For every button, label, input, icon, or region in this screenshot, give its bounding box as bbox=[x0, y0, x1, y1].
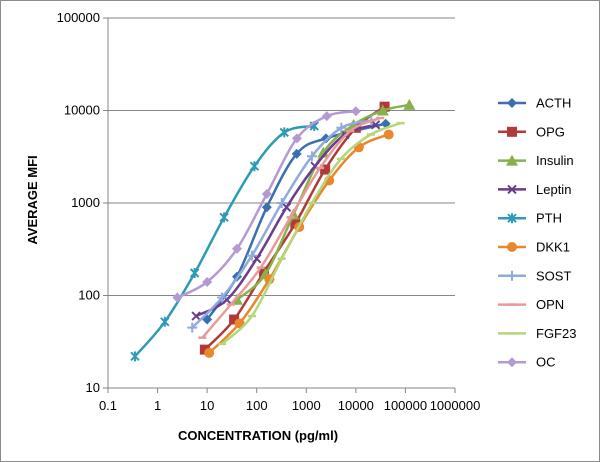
data-point-oc bbox=[202, 276, 213, 287]
x-tick-label: 1000 bbox=[292, 398, 321, 413]
legend-label: OPN bbox=[536, 297, 564, 312]
data-point-acth bbox=[321, 133, 332, 144]
y-tick-label: 100 bbox=[78, 288, 100, 303]
legend-swatch-marker bbox=[507, 242, 517, 252]
data-point-insulin bbox=[376, 104, 389, 116]
x-tick-label: 10000 bbox=[338, 398, 374, 413]
legend-item-pth: PTH bbox=[498, 211, 562, 226]
legend-label: FGF23 bbox=[536, 326, 576, 341]
data-point-insulin bbox=[403, 98, 416, 110]
data-point-oc bbox=[261, 189, 272, 200]
x-tick-label: 0.1 bbox=[99, 398, 117, 413]
legend-item-sost: SOST bbox=[498, 268, 571, 283]
legend-label: ACTH bbox=[536, 96, 571, 111]
legend-item-dkk1: DKK1 bbox=[498, 240, 570, 255]
legend-item-fgf23: FGF23 bbox=[498, 326, 576, 341]
legend-swatch-marker bbox=[507, 126, 517, 137]
y-tick-label: 10 bbox=[86, 380, 100, 395]
data-point-acth bbox=[291, 148, 302, 159]
legend-item-leptin: Leptin bbox=[498, 182, 571, 197]
y-axis-title: AVERAGE MFI bbox=[25, 155, 40, 244]
data-point-sost bbox=[187, 322, 198, 333]
series-pth bbox=[130, 120, 319, 362]
data-point-dkk1 bbox=[204, 347, 215, 358]
legend-swatch-marker bbox=[507, 98, 517, 108]
y-tick-label: 100000 bbox=[57, 10, 100, 25]
grid bbox=[108, 17, 455, 296]
data-point-leptin bbox=[191, 311, 201, 321]
x-tick-label: 100 bbox=[246, 398, 268, 413]
data-point-pth bbox=[279, 127, 289, 138]
series-oc bbox=[172, 106, 361, 303]
legend-swatch-marker bbox=[507, 184, 517, 195]
legend-item-acth: ACTH bbox=[498, 96, 571, 111]
legend-item-opn: OPN bbox=[498, 297, 564, 312]
series-fgf23 bbox=[218, 121, 405, 346]
data-point-opg bbox=[229, 314, 240, 325]
tick-labels: 10 100 1000 10000 100000 0.1 1 10 100 1000 10000 10… bbox=[57, 10, 481, 413]
legend-item-oc: OC bbox=[498, 355, 556, 370]
legend-item-insulin: Insulin bbox=[498, 153, 574, 168]
data-point-opg bbox=[379, 101, 390, 112]
data-point-sost bbox=[217, 292, 228, 303]
legend-label: DKK1 bbox=[536, 240, 570, 255]
data-point-leptin bbox=[281, 202, 292, 212]
data-point-opg bbox=[199, 344, 210, 355]
data-point-oc bbox=[231, 243, 242, 254]
data-point-pth bbox=[189, 268, 200, 279]
data-point-dkk1 bbox=[383, 129, 394, 140]
data-point-opg bbox=[290, 218, 301, 229]
x-tick-label: 1000000 bbox=[430, 398, 481, 413]
data-point-sost bbox=[276, 198, 287, 208]
legend-label: OC bbox=[536, 355, 556, 370]
series-opn bbox=[198, 116, 385, 339]
series-line-pth bbox=[134, 124, 315, 358]
y-tick-label: 10000 bbox=[64, 103, 100, 118]
legend-label: PTH bbox=[536, 211, 562, 226]
data-point-oc bbox=[321, 111, 332, 122]
data-point-insulin bbox=[317, 146, 330, 158]
data-point-sost bbox=[336, 122, 347, 133]
x-tick-label: 100000 bbox=[384, 398, 427, 413]
series-sost bbox=[187, 115, 377, 333]
x-tick-label: 1 bbox=[154, 398, 161, 413]
legend-item-opg: OPG bbox=[498, 124, 565, 139]
data-point-pth bbox=[219, 212, 229, 223]
legend-label: Insulin bbox=[536, 153, 574, 168]
data-point-oc bbox=[172, 292, 183, 303]
x-tick-label: 10 bbox=[200, 398, 214, 413]
data-point-pth bbox=[160, 316, 170, 327]
legend-label: Leptin bbox=[536, 182, 571, 197]
plot-area bbox=[130, 98, 416, 362]
axes bbox=[103, 17, 456, 393]
data-point-opg bbox=[320, 164, 331, 175]
legend-label: SOST bbox=[536, 268, 571, 283]
data-point-sost bbox=[306, 151, 317, 162]
legend-swatch-marker bbox=[507, 213, 517, 224]
legend-swatch-marker bbox=[506, 154, 518, 166]
data-point-pth bbox=[130, 351, 140, 362]
legend-label: OPG bbox=[536, 124, 565, 139]
data-point-pth bbox=[249, 161, 260, 172]
data-point-oc bbox=[292, 133, 303, 144]
y-tick-label: 1000 bbox=[71, 195, 100, 210]
data-point-sost bbox=[246, 250, 257, 261]
legend-swatch-marker bbox=[507, 270, 517, 281]
x-axis-title: CONCENTRATION (pg/ml) bbox=[178, 428, 338, 443]
data-point-oc bbox=[350, 106, 361, 117]
legend-swatch-marker bbox=[507, 357, 517, 368]
legend: ACTH OPG Insulin Leptin PTH DKK1 SOST OPN FGF23 O… bbox=[498, 96, 576, 370]
data-point-acth bbox=[261, 202, 272, 213]
data-point-leptin bbox=[370, 120, 381, 130]
